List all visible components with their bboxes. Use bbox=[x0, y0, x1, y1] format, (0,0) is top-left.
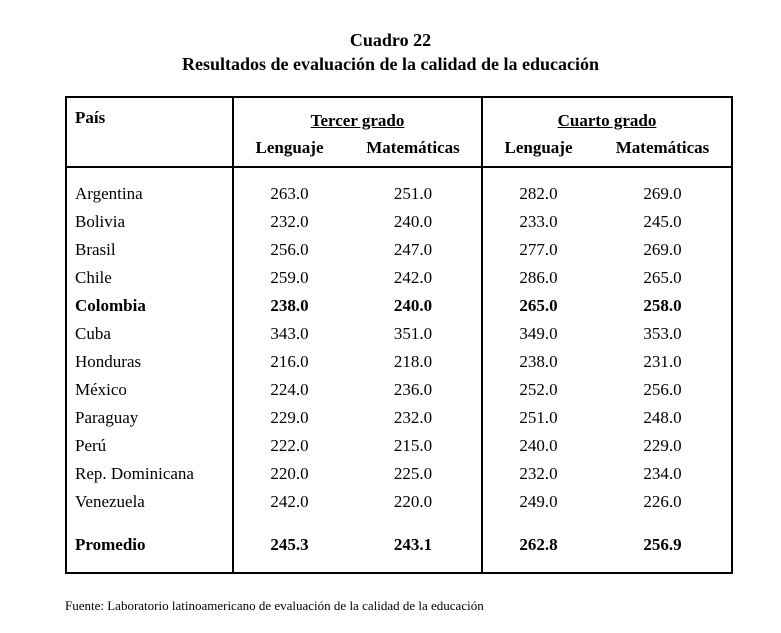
value-cell: 282.0 bbox=[519, 184, 558, 203]
total-value-cell: 245.3 bbox=[270, 535, 309, 554]
value-cell: 240.0 bbox=[345, 208, 483, 236]
value-cell: 229.0 bbox=[270, 408, 309, 427]
country-cell: Cuba bbox=[66, 320, 234, 348]
total-row: Promedio 245.3 243.1 262.8 256.9 bbox=[66, 516, 732, 573]
value-cell: 232.0 bbox=[345, 404, 483, 432]
value-cell: 233.0 bbox=[519, 212, 558, 231]
value-cell: 252.0 bbox=[519, 380, 558, 399]
table-row: Venezuela 242.0 220.0 249.0 226.0 bbox=[66, 488, 732, 516]
value-cell: 259.0 bbox=[270, 268, 309, 287]
value-cell: 269.0 bbox=[643, 240, 682, 259]
value-cell: 256.0 bbox=[270, 240, 309, 259]
country-cell: Venezuela bbox=[66, 488, 234, 516]
results-table: País Tercer grado Cuarto grado Lenguaje … bbox=[65, 96, 734, 574]
value-cell: 353.0 bbox=[643, 324, 682, 343]
table-title: Cuadro 22 bbox=[349, 30, 432, 50]
value-cell: 216.0 bbox=[270, 352, 309, 371]
value-cell: 245.0 bbox=[643, 212, 682, 231]
country-cell: Honduras bbox=[66, 348, 234, 376]
group-header-label: Cuarto grado bbox=[557, 111, 657, 130]
value-cell: 265.0 bbox=[643, 268, 682, 287]
country-cell: Colombia bbox=[66, 292, 234, 320]
total-value-cell: 243.1 bbox=[345, 516, 483, 573]
column-header-lenguaje-4: Lenguaje bbox=[482, 134, 594, 168]
country-cell: México bbox=[66, 376, 234, 404]
source-note: Fuente: Laboratorio latinoamericano de e… bbox=[65, 598, 484, 613]
table-footer: Promedio 245.3 243.1 262.8 256.9 bbox=[66, 516, 732, 573]
table-row: Perú 222.0 215.0 240.0 229.0 bbox=[66, 432, 732, 460]
total-value-cell: 256.9 bbox=[643, 535, 682, 554]
value-cell: 249.0 bbox=[519, 492, 558, 511]
value-cell: 231.0 bbox=[643, 352, 682, 371]
table-row: Cuba 343.0 351.0 349.0 353.0 bbox=[66, 320, 732, 348]
value-cell: 242.0 bbox=[345, 264, 483, 292]
country-cell: Chile bbox=[66, 264, 234, 292]
country-column-header: País bbox=[66, 97, 234, 168]
value-cell: 263.0 bbox=[270, 184, 309, 203]
table-row: Bolivia 232.0 240.0 233.0 245.0 bbox=[66, 208, 732, 236]
value-cell: 236.0 bbox=[345, 376, 483, 404]
value-cell: 240.0 bbox=[519, 436, 558, 455]
value-cell: 258.0 bbox=[643, 296, 682, 315]
value-cell: 240.0 bbox=[345, 292, 483, 320]
country-cell: Rep. Dominicana bbox=[66, 460, 234, 488]
country-cell: Brasil bbox=[66, 236, 234, 264]
value-cell: 277.0 bbox=[519, 240, 558, 259]
value-cell: 220.0 bbox=[345, 488, 483, 516]
group-header-label: Tercer grado bbox=[310, 111, 405, 130]
table-row: Argentina 263.0 251.0 282.0 269.0 bbox=[66, 167, 732, 208]
total-value-cell: 262.8 bbox=[519, 535, 558, 554]
value-cell: 269.0 bbox=[643, 184, 682, 203]
table-row: Paraguay 229.0 232.0 251.0 248.0 bbox=[66, 404, 732, 432]
table-row: Chile 259.0 242.0 286.0 265.0 bbox=[66, 264, 732, 292]
value-cell: 349.0 bbox=[519, 324, 558, 343]
country-cell: Argentina bbox=[66, 167, 234, 208]
value-cell: 265.0 bbox=[519, 296, 558, 315]
value-cell: 232.0 bbox=[519, 464, 558, 483]
table-row: Brasil 256.0 247.0 277.0 269.0 bbox=[66, 236, 732, 264]
value-cell: 215.0 bbox=[345, 432, 483, 460]
sub-header-row: Lenguaje Matemáticas Lenguaje Matemática… bbox=[66, 134, 733, 168]
table-header: País Tercer grado Cuarto grado Lenguaje … bbox=[66, 97, 733, 168]
value-cell: 224.0 bbox=[270, 380, 309, 399]
value-cell: 248.0 bbox=[643, 408, 682, 427]
group-header-cuarto-grado: Cuarto grado bbox=[482, 97, 732, 134]
table-subtitle: Resultados de evaluación de la calidad d… bbox=[181, 54, 600, 74]
value-cell: 229.0 bbox=[643, 436, 682, 455]
value-cell: 238.0 bbox=[270, 296, 309, 315]
country-cell: Perú bbox=[66, 432, 234, 460]
table-caption: Cuadro 22 Resultados de evaluación de la… bbox=[0, 0, 781, 76]
group-header-tercer-grado: Tercer grado bbox=[233, 97, 483, 134]
value-cell: 222.0 bbox=[270, 436, 309, 455]
value-cell: 247.0 bbox=[345, 236, 483, 264]
country-cell: Bolivia bbox=[66, 208, 234, 236]
group-header-row: País Tercer grado Cuarto grado bbox=[66, 97, 732, 168]
table-body: Argentina 263.0 251.0 282.0 269.0 Bolivia 232.… bbox=[66, 167, 732, 516]
column-header-lenguaje-3: Lenguaje bbox=[233, 134, 345, 168]
value-cell: 232.0 bbox=[270, 212, 309, 231]
total-label-cell: Promedio bbox=[66, 516, 234, 573]
column-header-matematicas-4: Matemáticas bbox=[594, 134, 733, 168]
table-row: Colombia 238.0 240.0 265.0 258.0 bbox=[66, 292, 732, 320]
table-row: México 224.0 236.0 252.0 256.0 bbox=[66, 376, 732, 404]
value-cell: 286.0 bbox=[519, 268, 558, 287]
value-cell: 343.0 bbox=[270, 324, 309, 343]
table-row: Rep. Dominicana 220.0 225.0 232.0 234.0 bbox=[66, 460, 732, 488]
value-cell: 234.0 bbox=[643, 464, 682, 483]
value-cell: 242.0 bbox=[270, 492, 309, 511]
country-cell: Paraguay bbox=[66, 404, 234, 432]
value-cell: 251.0 bbox=[345, 167, 483, 208]
table-row: Honduras 216.0 218.0 238.0 231.0 bbox=[66, 348, 732, 376]
column-header-matematicas-3: Matemáticas bbox=[345, 134, 483, 168]
value-cell: 226.0 bbox=[643, 492, 682, 511]
table-container: País Tercer grado Cuarto grado Lenguaje … bbox=[65, 96, 734, 574]
value-cell: 256.0 bbox=[643, 380, 682, 399]
value-cell: 220.0 bbox=[270, 464, 309, 483]
value-cell: 238.0 bbox=[519, 352, 558, 371]
value-cell: 218.0 bbox=[345, 348, 483, 376]
value-cell: 251.0 bbox=[519, 408, 558, 427]
value-cell: 351.0 bbox=[345, 320, 483, 348]
value-cell: 225.0 bbox=[345, 460, 483, 488]
